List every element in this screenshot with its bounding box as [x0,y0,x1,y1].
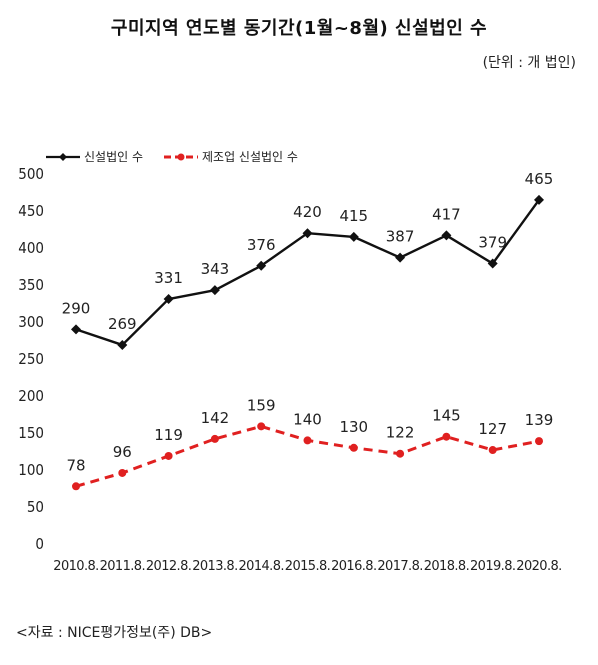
data-label: 376 [247,236,276,254]
y-tick-label: 100 [18,461,44,479]
data-label: 343 [201,260,230,278]
data-label: 379 [478,234,507,252]
legend-label: 제조업 신설법인 수 [202,150,298,164]
x-axis: 2010.8. 2011.8. 2012.8. 2013.8. 2014.8. 2015.… [53,559,562,574]
data-point [395,252,406,263]
y-tick-label: 400 [18,239,44,257]
data-label: 139 [525,411,554,429]
data-point [534,194,544,205]
y-tick-label: 250 [18,350,44,368]
x-tick-label: 2014.8. [238,559,283,574]
x-tick-label: 2019.8. [470,559,515,574]
data-label: 122 [386,424,415,442]
data-label: 465 [525,170,554,188]
data-label: 142 [201,409,230,427]
x-tick-label: 2017.8. [377,559,422,574]
x-tick-label: 2011.8. [100,559,145,574]
series-group: 290 269 331 343 376 420 415 387 417 379 465 78 96 119… [62,170,554,491]
y-tick-label: 350 [18,276,44,294]
x-tick-label: 2016.8. [331,559,376,574]
data-point [210,434,219,443]
y-tick-label: 450 [18,202,44,220]
data-point [256,260,267,271]
data-label: 417 [432,205,461,223]
data-label: 290 [62,299,91,317]
data-point [72,482,80,491]
data-label: 331 [154,269,183,287]
data-point [396,449,405,458]
data-label: 140 [293,410,322,428]
x-tick-label: 2012.8. [146,559,191,574]
y-tick-label: 200 [18,387,44,405]
unit-note: (단위 : 개 법인) [482,55,576,71]
data-point [348,231,359,242]
y-tick-label: 50 [27,498,44,516]
data-point [487,258,498,269]
y-tick-label: 300 [18,313,44,331]
chart-title: 구미지역 연도별 동기간(1월~8월) 신설법인 수 [110,18,488,39]
data-point [303,436,312,445]
legend-label: 신설법인 수 [84,150,143,164]
data-label: 127 [478,420,507,438]
data-label: 130 [339,418,368,436]
y-axis: 0 50 100 150 200 250 300 350 400 450 500 [18,165,44,553]
data-point [71,324,81,335]
data-point [442,432,451,441]
data-point [117,339,128,350]
x-tick-label: 2018.8. [424,559,469,574]
y-tick-label: 0 [35,535,44,553]
x-tick-label: 2013.8. [192,559,237,574]
y-tick-label: 500 [18,165,44,183]
data-label: 96 [113,443,132,461]
x-tick-label: 2015.8. [285,559,330,574]
legend-marker [59,153,67,161]
data-label: 269 [108,315,137,333]
data-point [209,285,220,296]
source-note: <자료 : NICE평가정보(주) DB> [16,625,213,641]
data-point [257,422,266,431]
data-point [349,443,358,452]
data-point [488,446,497,455]
data-label: 119 [154,426,183,444]
legend: 신설법인 수 제조업 신설법인 수 [46,150,298,164]
data-label: 420 [293,203,322,221]
line-chart: 신설법인 수 제조업 신설법인 수 0 50 100 150 200 250 300 350 40… [18,150,562,574]
x-tick-label: 2020.8. [516,559,561,574]
y-tick-label: 150 [18,424,44,442]
data-label: 78 [66,456,85,474]
data-label: 145 [432,407,461,425]
data-point [535,437,543,446]
series-line [75,424,540,488]
x-tick-label: 2010.8. [53,559,98,574]
legend-marker [177,153,185,161]
data-label: 159 [247,396,276,414]
data-point [164,451,173,460]
data-label: 415 [339,207,368,225]
data-label: 387 [386,228,415,246]
data-point [118,468,127,477]
series-line [75,199,540,347]
data-point [302,228,313,239]
data-point [441,230,452,241]
data-point [163,294,174,305]
